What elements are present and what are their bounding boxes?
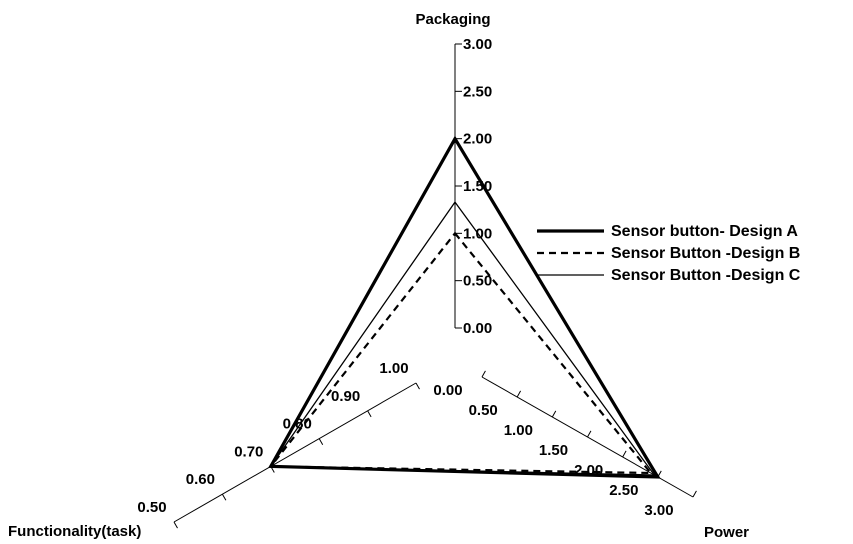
axis-tick-1-0 bbox=[481, 370, 486, 378]
series-polygon-1 bbox=[268, 231, 654, 475]
axis-tick-1-2 bbox=[551, 410, 557, 418]
tick-label: 2.00 bbox=[463, 131, 492, 148]
tick-label: 1.50 bbox=[539, 442, 568, 459]
tick-label: 0.00 bbox=[463, 320, 492, 337]
axis-name: Packaging bbox=[415, 11, 490, 28]
axis-tick-1-3 bbox=[587, 430, 592, 438]
tick-label: 2.50 bbox=[609, 482, 638, 499]
tick-label: 0.70 bbox=[234, 443, 263, 460]
tick-label: 0.50 bbox=[137, 499, 166, 516]
tick-label: 0.90 bbox=[331, 388, 360, 405]
axis-tick-2-0 bbox=[173, 521, 178, 529]
tick-label: 0.60 bbox=[186, 471, 215, 488]
axis-tick-2-4 bbox=[367, 410, 372, 418]
tick-label: 0.50 bbox=[463, 273, 492, 290]
legend-label: Sensor Button -Design C bbox=[611, 267, 801, 284]
tick-label: 2.50 bbox=[463, 83, 492, 100]
tick-label: 1.00 bbox=[379, 360, 408, 377]
tick-label: 3.00 bbox=[644, 502, 673, 519]
axis-tick-1-4 bbox=[622, 450, 627, 458]
tick-label: 0.00 bbox=[433, 382, 462, 399]
tick-label: 1.00 bbox=[504, 422, 533, 439]
axis-name: Functionality(task) bbox=[8, 523, 141, 540]
axis-tick-1-6 bbox=[692, 490, 697, 498]
series-polygon-2 bbox=[269, 200, 656, 476]
legend-label: Sensor Button -Design B bbox=[611, 245, 800, 262]
legend-label: Sensor button- Design A bbox=[611, 223, 798, 240]
tick-label: 0.80 bbox=[283, 416, 312, 433]
axis-tick-1-1 bbox=[516, 390, 522, 398]
axis-tick-2-5 bbox=[415, 382, 420, 390]
tick-label: 0.50 bbox=[469, 402, 498, 419]
axis-tick-2-3 bbox=[318, 438, 324, 445]
axis-tick-2-1 bbox=[221, 493, 227, 501]
tick-label: 3.00 bbox=[463, 36, 492, 53]
series-polygon-0 bbox=[268, 135, 661, 479]
axis-name: Power bbox=[704, 524, 749, 541]
axis-line-2 bbox=[173, 382, 417, 523]
